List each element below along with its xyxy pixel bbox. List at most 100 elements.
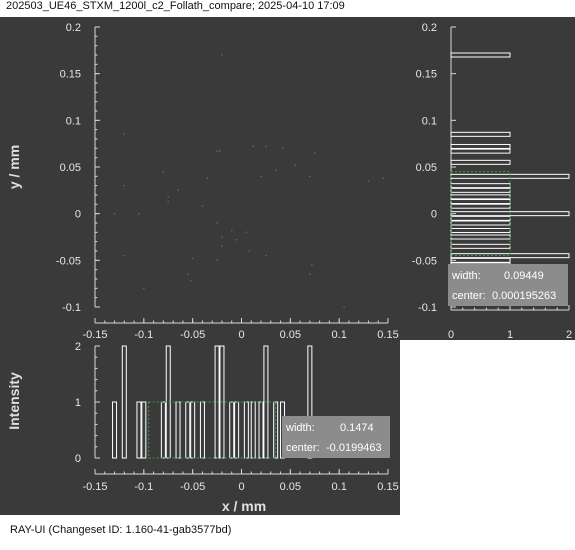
scatter-point (201, 205, 204, 208)
histogram-x-bar (136, 401, 142, 459)
scatter-point (206, 177, 209, 180)
x-center-label: center: (286, 442, 320, 454)
y-axis-label: y / mm (6, 145, 22, 189)
scatter-x-tick-label: 0.15 (377, 329, 398, 341)
intensity-axis-label: Intensity (6, 372, 22, 430)
histogram-x-bar (229, 401, 235, 459)
scatter-y-tick-label: 0.15 (60, 69, 81, 81)
scatter-point (281, 147, 284, 150)
scatter-point (219, 150, 221, 153)
x-axis-label: x / mm (222, 498, 266, 514)
histogram-x-fit (148, 401, 277, 459)
scatter-x-tick-label: 0.1 (332, 329, 347, 341)
histogram-x-y-tick-label: 0 (75, 453, 81, 465)
histogram-x-x-tick-label: -0.1 (134, 481, 153, 493)
scatter-point (308, 273, 311, 276)
scatter-point (260, 175, 262, 178)
scatter-x-tick-label: -0.05 (180, 329, 205, 341)
scatter-point (274, 168, 277, 171)
scatter-point (294, 164, 297, 167)
scatter-point (123, 133, 126, 136)
histogram-y-fit (450, 171, 511, 257)
histogram-y-bar (450, 131, 511, 137)
histogram-y-bar (450, 52, 511, 58)
scatter-point (343, 306, 345, 308)
histogram-y-bar (450, 148, 511, 154)
histogram-x-x-tick-label: -0.15 (82, 481, 107, 493)
histogram-x-x-tick-label: 0 (238, 481, 244, 493)
scatter-y-tick-label: 0 (75, 209, 81, 221)
scatter-y-tick-label: -0.1 (62, 302, 81, 314)
histogram-x-bar (112, 401, 118, 459)
histogram-y-x-tick-label: 2 (566, 329, 572, 341)
histogram-y: 0 1 2 0.2 0.15 0.1 0.05 0 -0.05 -0.1 (412, 22, 572, 341)
x-width-label: width: (285, 422, 315, 434)
y-fit-info-box: width: 0.09449 center: 0.000195263 (448, 264, 568, 306)
histogram-y-tick-label: -0.05 (412, 255, 437, 267)
y-center-label: center: (452, 290, 486, 302)
histogram-x-y-tick-label: 1 (75, 397, 81, 409)
scatter-point (216, 259, 218, 262)
scatter-point (221, 236, 223, 238)
scatter-x-tick-label: 0.05 (280, 329, 301, 341)
histogram-y-bar (450, 159, 511, 165)
scatter-point (308, 175, 311, 178)
scatter-point (265, 254, 267, 257)
scatter-point (382, 177, 385, 180)
scatter-y-tick-label: 0.1 (66, 115, 81, 127)
scatter-point (216, 150, 218, 153)
scatter-point (138, 212, 140, 215)
scatter-point (142, 287, 145, 290)
histogram-y-bar (450, 143, 511, 149)
x-width-value: 0.1474 (340, 422, 374, 434)
histogram-x-x-tick-label: 0.05 (280, 481, 301, 493)
histogram-x-y-tick-label: 2 (75, 341, 81, 353)
scatter-point (123, 254, 126, 257)
y-width-value: 0.09449 (504, 270, 544, 282)
histogram-y-x-tick-label: 0 (448, 329, 454, 341)
x-center-value: -0.0199463 (326, 442, 382, 454)
scatter-point (252, 145, 255, 148)
histogram-x-x-tick-label: -0.05 (180, 481, 205, 493)
scatter-point (186, 273, 189, 276)
scatter-point (310, 264, 313, 266)
scatter-point (167, 195, 170, 198)
scatter-point (313, 152, 316, 154)
histogram-y-tick-label: 0.1 (422, 115, 437, 127)
histogram-x-bar (141, 401, 147, 459)
scatter-x-tick-label: -0.15 (82, 329, 107, 341)
scatter-point (167, 200, 170, 203)
scatter-point (230, 229, 233, 232)
scatter-point (235, 238, 238, 241)
scatter-point (113, 212, 116, 215)
scatter-x-tick-label: 0 (238, 329, 244, 341)
scatter-point (248, 250, 251, 252)
histogram-y-bar (450, 220, 511, 226)
scatter-point (189, 279, 192, 282)
scatter-point (245, 231, 248, 234)
histogram-y-x-tick-label: 1 (507, 329, 513, 341)
scatter-point (177, 189, 179, 192)
scatter-point (162, 170, 165, 173)
histogram-x-bar (160, 401, 166, 459)
x-fit-info-box: width: 0.1474 center: -0.0199463 (282, 416, 390, 458)
scatter-y-tick-label: -0.05 (56, 255, 81, 267)
scatter-point (221, 245, 223, 248)
histogram-x-bar (273, 401, 279, 459)
histogram-x-bar (121, 345, 127, 459)
histogram-y-tick-label: -0.1 (418, 302, 437, 314)
status-footer: RAY-UI (Changeset ID: 1.160-41-gab3577bd… (10, 524, 232, 536)
scatter-point (265, 145, 267, 148)
scatter-point (367, 180, 370, 182)
histogram-x-x-tick-label: 0.15 (377, 481, 398, 493)
histogram-y-tick-label: 0.2 (422, 22, 437, 34)
histogram-y-bar (450, 257, 511, 263)
histogram-y-tick-label: 0 (431, 209, 437, 221)
scatter-x-tick-label: -0.1 (134, 329, 153, 341)
window-title: 202503_UE46_STXM_1200l_c2_Follath_compar… (6, 0, 345, 12)
histogram-x: 2 1 0 -0.15 -0.1 -0.05 0 0.05 0.1 0.15 (75, 341, 399, 493)
y-fit-info-background (448, 264, 568, 306)
x-fit-info-background (282, 416, 390, 458)
scatter-point (123, 184, 126, 187)
